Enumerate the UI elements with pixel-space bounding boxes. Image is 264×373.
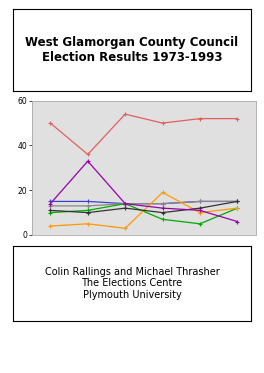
- Text: West Glamorgan County Council
Election Results 1973-1993: West Glamorgan County Council Election R…: [25, 36, 239, 65]
- Text: Colin Rallings and Michael Thrasher
The Elections Centre
Plymouth University: Colin Rallings and Michael Thrasher The …: [45, 267, 219, 300]
